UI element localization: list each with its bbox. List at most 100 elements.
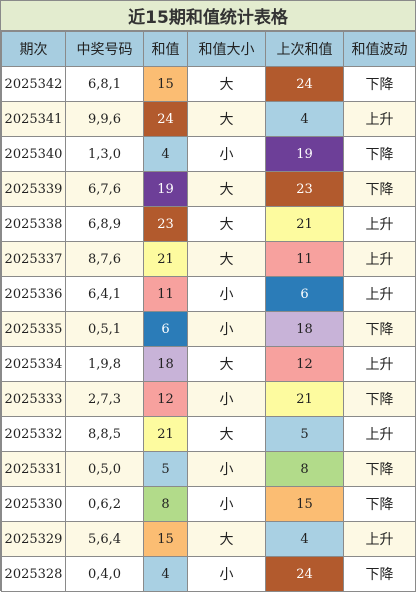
cell-sum: 15 [143,521,188,557]
cell-sum: 18 [143,346,188,382]
cell-period: 2025330 [1,486,66,522]
cell-numbers: 0,4,0 [65,556,144,592]
cell-size: 小 [187,486,266,522]
cell-prev-sum: 21 [265,206,344,242]
cell-trend: 下降 [343,66,416,102]
cell-size: 大 [187,346,266,382]
header-sum: 和值 [143,31,188,67]
cell-period: 2025334 [1,346,66,382]
table-row: 2025333 2,7,3 12 小 21 下降 [1,381,416,417]
cell-numbers: 6,8,1 [65,66,144,102]
cell-numbers: 6,4,1 [65,276,144,312]
cell-prev-sum: 21 [265,381,344,417]
sum-stats-table: 期次 中奖号码 和值 和值大小 上次和值 和值波动 2025342 6,8,1 15… [1,31,416,592]
cell-size: 小 [187,136,266,172]
cell-period: 2025341 [1,101,66,137]
cell-numbers: 1,9,8 [65,346,144,382]
cell-prev-sum: 6 [265,276,344,312]
cell-trend: 上升 [343,206,416,242]
cell-numbers: 9,9,6 [65,101,144,137]
table-row: 2025331 0,5,0 5 小 8 下降 [1,451,416,487]
cell-period: 2025331 [1,451,66,487]
cell-prev-sum: 18 [265,311,344,347]
cell-sum: 6 [143,311,188,347]
table-row: 2025328 0,4,0 4 小 24 下降 [1,556,416,592]
cell-numbers: 2,7,3 [65,381,144,417]
cell-trend: 下降 [343,451,416,487]
cell-period: 2025333 [1,381,66,417]
cell-trend: 下降 [343,381,416,417]
table-row: 2025340 1,3,0 4 小 19 下降 [1,136,416,172]
header-numbers: 中奖号码 [65,31,144,67]
cell-trend: 上升 [343,241,416,277]
cell-trend: 上升 [343,101,416,137]
cell-sum: 15 [143,66,188,102]
cell-period: 2025335 [1,311,66,347]
header-prev-sum: 上次和值 [265,31,344,67]
cell-trend: 下降 [343,556,416,592]
table-row: 2025329 5,6,4 15 大 4 上升 [1,521,416,557]
cell-numbers: 8,7,6 [65,241,144,277]
table-title: 近15期和值统计表格 [1,1,415,31]
cell-size: 大 [187,241,266,277]
cell-period: 2025328 [1,556,66,592]
header-period: 期次 [1,31,66,67]
cell-size: 大 [187,171,266,207]
table-row: 2025336 6,4,1 11 小 6 上升 [1,276,416,312]
cell-prev-sum: 23 [265,171,344,207]
cell-sum: 21 [143,416,188,452]
cell-prev-sum: 15 [265,486,344,522]
table-row: 2025337 8,7,6 21 大 11 上升 [1,241,416,277]
cell-sum: 12 [143,381,188,417]
cell-period: 2025338 [1,206,66,242]
table-row: 2025341 9,9,6 24 大 4 上升 [1,101,416,137]
table-body: 2025342 6,8,1 15 大 24 下降 2025341 9,9,6 24 大 4 上升 202… [1,66,416,592]
cell-sum: 24 [143,101,188,137]
cell-trend: 上升 [343,276,416,312]
cell-period: 2025337 [1,241,66,277]
cell-trend: 上升 [343,416,416,452]
table-row: 2025330 0,6,2 8 小 15 下降 [1,486,416,522]
header-trend: 和值波动 [343,31,416,67]
cell-prev-sum: 4 [265,101,344,137]
table-row: 2025339 6,7,6 19 大 23 下降 [1,171,416,207]
cell-period: 2025342 [1,66,66,102]
cell-size: 小 [187,311,266,347]
cell-period: 2025340 [1,136,66,172]
cell-trend: 下降 [343,171,416,207]
cell-prev-sum: 19 [265,136,344,172]
cell-trend: 下降 [343,486,416,522]
cell-sum: 5 [143,451,188,487]
cell-size: 小 [187,381,266,417]
cell-size: 小 [187,556,266,592]
cell-period: 2025339 [1,171,66,207]
cell-size: 大 [187,206,266,242]
cell-trend: 上升 [343,346,416,382]
cell-numbers: 0,6,2 [65,486,144,522]
cell-size: 大 [187,101,266,137]
cell-numbers: 1,3,0 [65,136,144,172]
cell-sum: 4 [143,136,188,172]
cell-size: 小 [187,451,266,487]
cell-numbers: 0,5,1 [65,311,144,347]
cell-sum: 4 [143,556,188,592]
cell-numbers: 6,7,6 [65,171,144,207]
table-row: 2025342 6,8,1 15 大 24 下降 [1,66,416,102]
cell-sum: 19 [143,171,188,207]
cell-numbers: 8,8,5 [65,416,144,452]
cell-prev-sum: 12 [265,346,344,382]
cell-period: 2025336 [1,276,66,312]
cell-size: 小 [187,276,266,312]
cell-prev-sum: 5 [265,416,344,452]
header-size: 和值大小 [187,31,266,67]
cell-prev-sum: 4 [265,521,344,557]
table-row: 2025334 1,9,8 18 大 12 上升 [1,346,416,382]
table-row: 2025332 8,8,5 21 大 5 上升 [1,416,416,452]
cell-sum: 11 [143,276,188,312]
cell-trend: 下降 [343,136,416,172]
cell-trend: 上升 [343,521,416,557]
cell-size: 大 [187,416,266,452]
cell-size: 大 [187,66,266,102]
cell-numbers: 0,5,0 [65,451,144,487]
